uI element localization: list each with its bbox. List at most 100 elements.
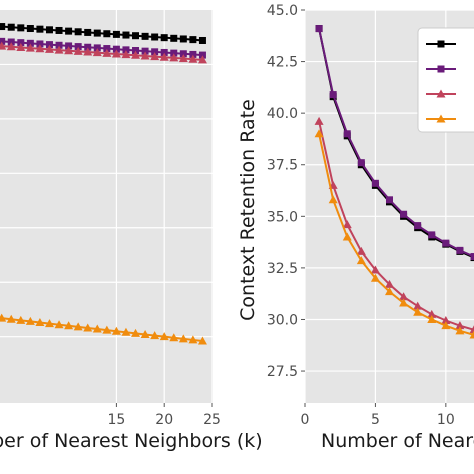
left-series-1-point (74, 43, 82, 51)
left-series-0-point (141, 32, 149, 40)
left-series-2-point (54, 45, 64, 54)
left-series-2-point (169, 53, 179, 62)
legend-swatch-1-marker (437, 65, 445, 73)
left-series-3-point (197, 336, 207, 345)
left-series-3-point (64, 321, 74, 330)
left-series-3-point (131, 328, 141, 337)
left-series-group (0, 23, 207, 345)
left-series-0-point (17, 24, 25, 32)
right-series-2-point (370, 265, 380, 274)
left-series-2-point (25, 43, 35, 52)
left-series-3-point (35, 318, 45, 327)
right-series-1-point (400, 210, 408, 218)
left-plot: 15 20 25 Number of Nearest Neighbors (k) (0, 10, 263, 452)
right-series-1-point (329, 91, 337, 99)
left-series-2-point (73, 46, 83, 55)
left-series-2-point (140, 51, 150, 60)
left-series-1-point (103, 45, 111, 53)
left-series-1-point (93, 44, 101, 52)
left-series-0-point (160, 34, 168, 42)
left-series-1-point (122, 46, 130, 54)
right-series-3-point (314, 129, 324, 138)
left-series-3-point (188, 335, 198, 344)
right-legend (417, 27, 474, 133)
left-series-0-point (36, 25, 44, 33)
right-x-tick-label: 0 (301, 412, 310, 428)
left-series-2-point (64, 46, 74, 55)
right-y-tick-label: 45.0 (267, 3, 298, 19)
left-series-0-point (93, 29, 101, 37)
right-x-tick-label: 10 (437, 412, 455, 428)
right-series-1-point (343, 130, 351, 138)
right-y-tick-label: 27.5 (267, 364, 298, 380)
left-x-tick-label: 20 (155, 412, 173, 428)
left-series-3-point (102, 325, 112, 334)
right-series-3-point (441, 321, 451, 330)
left-series-3-point (44, 319, 54, 328)
right-series-2-point (441, 316, 451, 325)
left-series-2-point (44, 44, 54, 53)
right-series-2-point (385, 279, 394, 288)
left-series-3-point (178, 334, 188, 343)
left-series-3-point (0, 313, 7, 322)
left-series-2-point (16, 42, 26, 51)
right-series-2-point (455, 321, 465, 330)
right-series-2-point (342, 220, 352, 229)
left-series-1-point (0, 37, 6, 45)
right-series-3-point (399, 298, 409, 307)
right-series-3-point (469, 330, 474, 339)
left-series-2-point (102, 48, 112, 57)
left-series-1-point (55, 41, 63, 49)
left-series-0-point (84, 28, 92, 36)
legend-swatch-0-marker (437, 40, 445, 48)
left-series-0-point (7, 23, 15, 31)
right-y-tick-labels: 27.5 30.0 32.5 35.0 37.5 40.0 42.5 45.0 (267, 3, 305, 380)
left-series-1-point (160, 48, 168, 56)
right-series-3-point (427, 314, 437, 323)
left-series-2-point (83, 47, 93, 56)
right-series-2-point (314, 116, 324, 125)
left-gridlines (0, 10, 213, 403)
left-series-0-point (112, 30, 120, 38)
left-series-2-point (197, 55, 207, 64)
left-series-1-point (151, 48, 159, 56)
left-x-tick-label: 15 (107, 412, 125, 428)
left-series-1-point (141, 47, 149, 55)
left-series-2-point (159, 52, 169, 61)
left-series-3-point (16, 315, 26, 324)
right-x-tick-labels: 0 5 10 (301, 403, 455, 428)
right-y-tick-label: 37.5 (267, 158, 298, 174)
right-series-1-point (386, 196, 393, 204)
right-series-1-point (456, 246, 464, 254)
right-series-2-point (356, 246, 366, 255)
left-series-3-point (121, 327, 131, 336)
right-series-1-point (371, 179, 379, 187)
right-x-tick-label: 5 (371, 412, 380, 428)
right-series-3-point (342, 232, 352, 241)
legend-swatch-3-marker (436, 114, 446, 123)
left-series-3-point (111, 326, 121, 335)
left-series-1-point (45, 41, 53, 49)
left-plot-background (0, 10, 213, 403)
right-plot: 0 5 10 27.5 30.0 32.5 35.0 37.5 40.0 42.5 45.0 Nu… (237, 3, 474, 452)
left-series-0-point (132, 32, 140, 40)
left-series-0-point (103, 30, 111, 38)
left-series-0-point (151, 33, 159, 41)
left-series-0-point (55, 26, 63, 34)
left-series-2-point (111, 49, 121, 58)
left-series-2-point (188, 54, 198, 63)
left-x-axis-label: Number of Nearest Neighbors (k) (0, 430, 263, 452)
left-series-1-point (17, 39, 25, 47)
left-series-2-point (131, 50, 141, 59)
left-series-3-point (54, 320, 64, 329)
legend-swatch-2-marker (436, 89, 446, 98)
left-series-2-point (35, 44, 45, 53)
right-series-1-point (414, 222, 422, 230)
right-y-tick-label: 40.0 (267, 106, 298, 122)
right-series-3-point (328, 195, 338, 204)
right-y-tick-label: 32.5 (267, 261, 298, 277)
right-series-2-point (427, 309, 437, 318)
right-series-1-point (470, 253, 474, 261)
left-x-tick-labels: 15 20 25 (107, 403, 221, 428)
left-series-2-point (0, 41, 7, 50)
